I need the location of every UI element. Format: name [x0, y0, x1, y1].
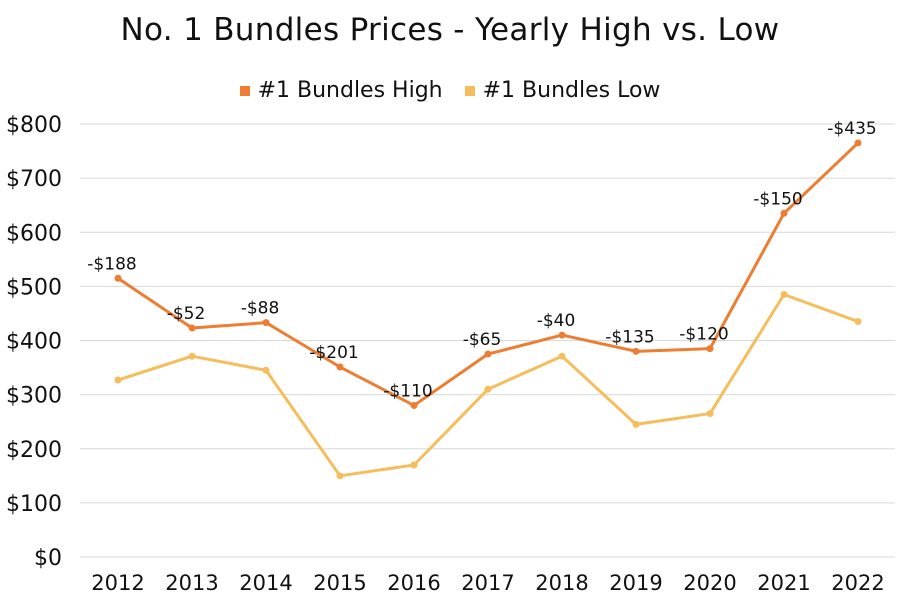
legend-label-low: #1 Bundles Low: [482, 78, 661, 103]
data-point-low: [262, 366, 270, 374]
data-point-low: [410, 461, 418, 469]
data-point-high: [336, 363, 344, 371]
data-point-low: [706, 410, 714, 418]
y-tick-label: $800: [6, 113, 62, 138]
y-tick-label: $400: [6, 330, 62, 355]
x-tick-label: 2014: [239, 571, 292, 595]
data-point-low: [854, 318, 862, 326]
x-tick-label: 2013: [165, 571, 218, 595]
y-tick-label: $100: [6, 492, 62, 517]
data-label: -$65: [463, 330, 502, 350]
data-point-high: [114, 274, 122, 282]
data-label: -$110: [383, 381, 432, 401]
legend-label-high: #1 Bundles High: [257, 78, 443, 103]
data-point-high: [632, 347, 640, 355]
data-label: -$135: [605, 327, 654, 347]
x-tick-label: 2021: [757, 571, 810, 595]
x-tick-label: 2012: [91, 571, 144, 595]
y-tick-label: $0: [34, 546, 62, 571]
x-tick-label: 2019: [609, 571, 662, 595]
data-label: -$188: [87, 254, 136, 274]
legend: #1 Bundles High #1 Bundles Low: [0, 78, 900, 103]
data-point-high: [484, 350, 492, 358]
y-tick-label: $700: [6, 167, 62, 192]
data-label: -$120: [679, 325, 728, 345]
x-tick-label: 2020: [683, 571, 736, 595]
data-label: -$150: [753, 189, 802, 209]
legend-swatch-low: [464, 85, 475, 96]
data-label: -$88: [241, 299, 280, 319]
chart-title: No. 1 Bundles Prices - Yearly High vs. L…: [120, 12, 780, 48]
y-tick-label: $600: [6, 221, 62, 246]
data-point-high: [854, 139, 862, 147]
x-tick-label: 2017: [461, 571, 514, 595]
data-point-high: [558, 331, 566, 339]
data-point-low: [780, 290, 788, 298]
x-tick-label: 2015: [313, 571, 366, 595]
data-label: -$435: [827, 119, 876, 139]
data-label: -$52: [167, 304, 206, 324]
data-point-high: [410, 401, 418, 409]
x-tick-label: 2018: [535, 571, 588, 595]
x-tick-label: 2022: [831, 571, 884, 595]
legend-item-low: #1 Bundles Low: [464, 78, 661, 103]
data-point-high: [188, 324, 196, 332]
data-point-high: [262, 319, 270, 327]
data-point-high: [706, 345, 714, 353]
data-point-high: [780, 209, 788, 217]
legend-swatch-high: [239, 85, 250, 96]
data-point-low: [632, 420, 640, 428]
y-tick-label: $300: [6, 384, 62, 409]
data-point-low: [336, 472, 344, 480]
data-label: -$201: [309, 343, 358, 363]
data-label: -$40: [537, 311, 576, 331]
data-point-low: [484, 385, 492, 393]
legend-item-high: #1 Bundles High: [239, 78, 443, 103]
x-tick-label: 2016: [387, 571, 440, 595]
data-point-low: [558, 352, 566, 360]
series-line-high: [117, 141, 860, 407]
y-tick-label: $200: [6, 438, 62, 463]
data-point-low: [188, 352, 196, 360]
data-point-low: [114, 376, 122, 384]
y-tick-label: $500: [6, 275, 62, 300]
